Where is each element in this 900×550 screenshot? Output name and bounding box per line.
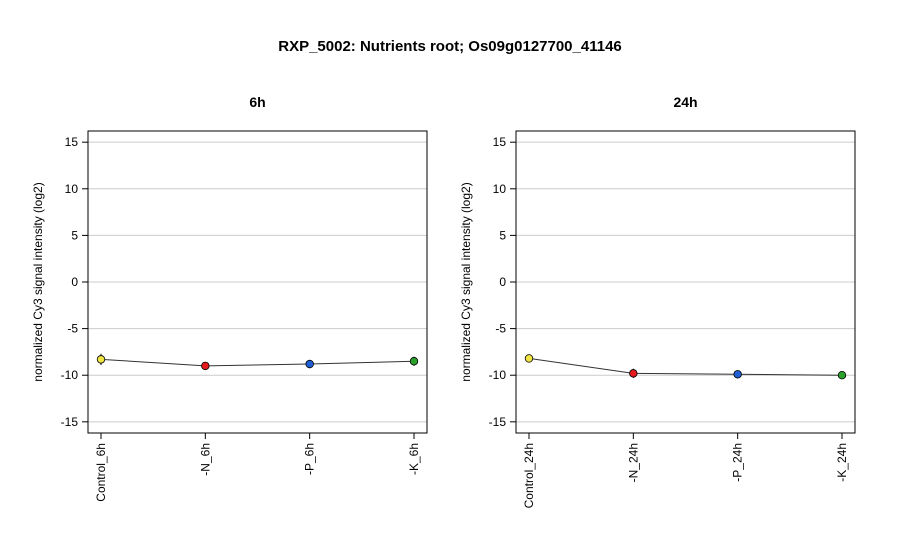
panel-2: 24h -15 -10 -5 0 5 10 15 normalized Cy3 signal i… [459, 94, 856, 508]
x-tick-label: -P_24h [731, 443, 745, 482]
x-tick-label: -N_24h [626, 443, 640, 482]
y-tick-label: -5 [495, 322, 506, 336]
y-tick-label: 15 [493, 135, 507, 149]
data-point [409, 357, 419, 366]
y-tick-label: 10 [65, 182, 79, 196]
x-tick-label: Control_6h [94, 443, 108, 502]
y-tick-label: 15 [65, 135, 79, 149]
y-tick-label: 5 [499, 228, 506, 242]
data-point [629, 369, 638, 378]
y-tick-label: 10 [493, 182, 507, 196]
y-tick-label: 0 [499, 275, 506, 289]
x-tick-label: -P_6h [303, 443, 317, 475]
panel-1: 6h -15 -10 -5 0 5 10 15 normalized Cy3 signal in… [31, 94, 428, 502]
data-point [524, 354, 534, 363]
y-tick-label: -5 [67, 322, 78, 336]
data-point [201, 361, 210, 371]
plot-frame [87, 130, 428, 434]
y-tick-label: -15 [61, 415, 79, 429]
y-tick-label: -10 [61, 368, 79, 382]
data-point [733, 370, 742, 379]
panel-title: 6h [249, 94, 265, 110]
x-tick-label: -K_6h [407, 443, 421, 475]
y-axis-label: normalized Cy3 signal intensity (log2) [459, 182, 473, 381]
x-tick-label: -K_24h [835, 443, 849, 482]
y-tick-label: 0 [71, 275, 78, 289]
y-tick-label: -15 [489, 415, 507, 429]
y-tick-label: -10 [489, 368, 507, 382]
series-line [100, 358, 415, 367]
data-point [96, 355, 106, 364]
plot-frame [515, 130, 856, 434]
series-line [528, 357, 843, 376]
main-title: RXP_5002: Nutrients root; Os09g0127700_4… [278, 38, 622, 55]
x-tick-label: Control_24h [522, 443, 536, 508]
y-tick-label: 5 [71, 228, 78, 242]
panel-title: 24h [673, 94, 697, 110]
data-point [837, 371, 847, 380]
data-point [305, 359, 314, 369]
y-axis-label: normalized Cy3 signal intensity (log2) [31, 182, 45, 381]
x-tick-label: -N_6h [198, 443, 212, 476]
